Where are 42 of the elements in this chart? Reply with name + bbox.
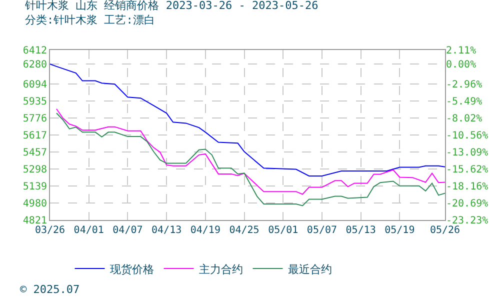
y2-tick-label: -2.96% bbox=[446, 80, 482, 91]
y-tick-label: 6280 bbox=[22, 60, 47, 71]
text: © 2025.07 bbox=[20, 283, 80, 296]
y2-tick-label: -20.69% bbox=[446, 198, 488, 210]
x-tick-label: 05/26 bbox=[430, 225, 460, 236]
y2-tick-label: 0.00% bbox=[446, 60, 476, 71]
x-tick-label: 05/13 bbox=[346, 225, 376, 236]
y2-tick-label: -18.16% bbox=[446, 181, 488, 192]
x-tick-label: 05/19 bbox=[384, 225, 415, 236]
y-tick-label: 5935 bbox=[22, 96, 47, 108]
legend-label: 现货价格 bbox=[110, 262, 154, 276]
y2-tick-label: 2.11% bbox=[446, 46, 476, 56]
x-tick-label: 04/25 bbox=[229, 225, 260, 236]
y-tick-label: 5298 bbox=[22, 164, 47, 176]
legend-label: 主力合约 bbox=[198, 262, 243, 276]
y-tick-label: 5617 bbox=[22, 130, 47, 142]
legend-label: 最近合约 bbox=[288, 262, 332, 276]
x-tick-label: 04/19 bbox=[190, 225, 220, 236]
y-tick-label: 4821 bbox=[22, 216, 47, 226]
y2-tick-label: -8.02% bbox=[446, 113, 482, 124]
x-tick-label: 04/07 bbox=[112, 225, 143, 236]
y2-tick-label: -13.09% bbox=[446, 147, 488, 158]
line-series bbox=[56, 108, 445, 195]
chart-subtitle: 分类:针叶木浆 工艺:漂白 bbox=[25, 13, 155, 26]
y-tick-label: 5139 bbox=[22, 182, 47, 193]
x-tick-label: 04/01 bbox=[74, 225, 104, 236]
y2-tick-label: -23.23% bbox=[446, 216, 488, 226]
y-tick-label: 4980 bbox=[22, 198, 47, 210]
y-tick-label: 5776 bbox=[22, 113, 47, 124]
x-tick-label: 04/13 bbox=[152, 225, 182, 236]
y-tick-label: 6412 bbox=[22, 46, 47, 56]
y2-tick-label: -5.49% bbox=[446, 96, 482, 108]
y-tick-label: 5457 bbox=[22, 148, 47, 159]
x-tick-label: 03/26 bbox=[34, 225, 66, 236]
x-tick-label: 05/01 bbox=[268, 225, 298, 236]
x-tick-label: 05/07 bbox=[306, 225, 338, 236]
y2-tick-label: -10.56% bbox=[446, 130, 488, 142]
y-tick-label: 6094 bbox=[22, 79, 47, 90]
line-series bbox=[56, 112, 445, 206]
chart-title: 针叶木浆 山东 经销商价格 2023-03-26 - 2023-05-26 bbox=[24, 0, 318, 12]
y2-tick-label: -15.62% bbox=[446, 164, 488, 176]
line-series bbox=[50, 64, 445, 176]
